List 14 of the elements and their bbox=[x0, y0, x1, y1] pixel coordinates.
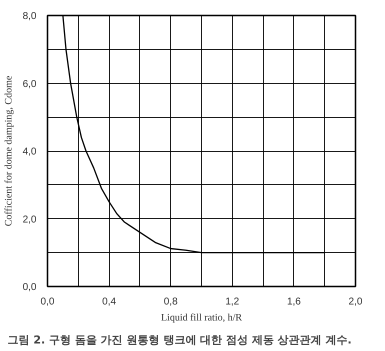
caption: 그림 2. 구형 돔을 가진 원통형 탱크에 대한 점성 제동 상관관계 계수. bbox=[8, 334, 352, 346]
y-axis-title: Cofficient for dome damping, Cdome bbox=[4, 75, 15, 226]
y-tick-label: 0,0 bbox=[22, 282, 37, 293]
y-tick-label: 8,0 bbox=[22, 11, 37, 22]
x-tick-label: 0,8 bbox=[164, 296, 178, 308]
x-tick-label: 1,2 bbox=[225, 296, 240, 308]
x-tick-label: 2,0 bbox=[348, 296, 363, 308]
y-tick-label: 2,0 bbox=[22, 214, 37, 226]
x-axis-title: Liquid fill ratio, h/R bbox=[160, 312, 242, 324]
x-tick-label: 0,4 bbox=[102, 296, 116, 308]
x-tick-label: 1,6 bbox=[286, 296, 302, 308]
y-tick-label: 4,0 bbox=[22, 146, 37, 158]
y-tick-label: 6,0 bbox=[22, 78, 37, 90]
x-tick-label: 0,0 bbox=[40, 296, 55, 308]
